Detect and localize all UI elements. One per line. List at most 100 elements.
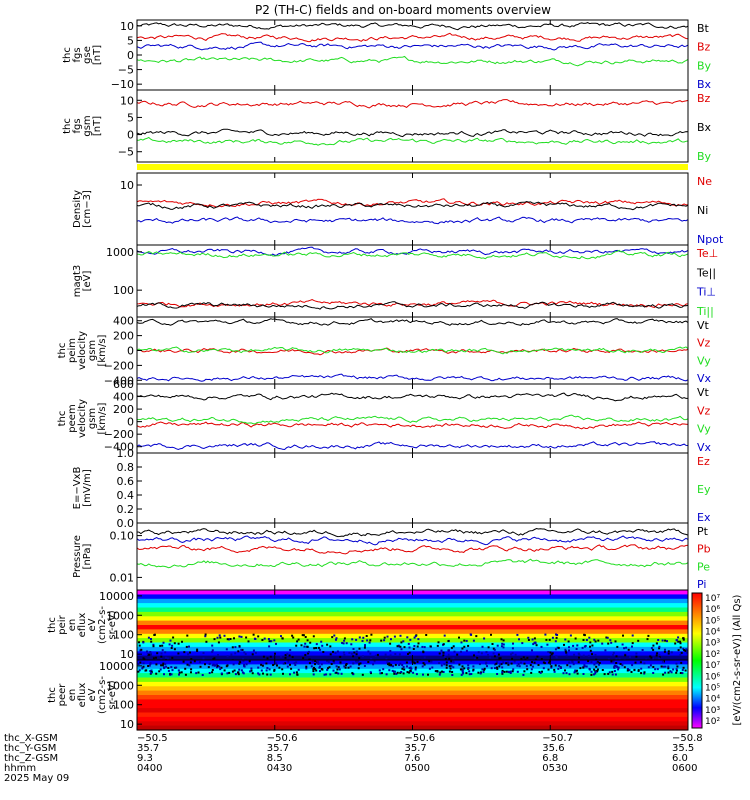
spectrogram-pixel (423, 656, 426, 659)
spectrogram-pixel (490, 667, 493, 670)
y-axis-label: sr-eV) (107, 610, 118, 639)
spectrogram-pixel (538, 671, 541, 673)
spectrogram-pixel (216, 636, 219, 639)
spectrogram-pixel (260, 669, 263, 672)
spectrogram-pixel (452, 645, 455, 648)
spectrogram-pixel (615, 662, 618, 664)
spectrogram-pixel (414, 668, 417, 671)
spectrogram-pixel (590, 661, 593, 663)
spectrogram-pixel (163, 666, 165, 669)
spectrogram-pixel (601, 642, 604, 645)
y-axis-label: sr-eV) (107, 680, 118, 709)
ephemeris-value: 6.0 (672, 753, 688, 764)
spectrogram-pixel (319, 648, 321, 651)
spectrogram-pixel (593, 638, 596, 641)
spectrogram-pixel (313, 666, 315, 669)
spectrogram-band (137, 616, 688, 622)
spectrogram-pixel (146, 650, 148, 653)
spectrogram-pixel (634, 661, 637, 664)
spectrogram-pixel (631, 645, 633, 648)
colorbar-tick: 10² (705, 717, 720, 727)
spectrogram-pixel (369, 671, 372, 674)
spectrogram-pixel (680, 661, 683, 664)
spectrogram-pixel (589, 649, 592, 652)
spectrogram-pixel (276, 664, 278, 667)
spectrogram-pixel (450, 646, 453, 649)
spectrogram-pixel (587, 660, 590, 663)
spectrogram-pixel (608, 671, 611, 674)
spectrogram-pixel (311, 660, 314, 663)
spectrogram-pixel (240, 648, 243, 651)
spectrogram-pixel (487, 646, 490, 649)
spectrogram-pixel (622, 634, 624, 637)
spectrogram-pixel (280, 655, 282, 658)
spectrogram-pixel (440, 664, 443, 667)
spectrogram-pixel (139, 661, 142, 664)
colorbar-tick: 10² (705, 650, 720, 660)
y-axis-label: fgs (72, 118, 83, 133)
spectrogram-pixel (219, 668, 222, 671)
spectrogram-pixel (480, 652, 483, 655)
y-tick-label: 1000 (106, 609, 134, 622)
spectrogram-pixel (302, 657, 305, 660)
spectrogram-pixel (160, 652, 163, 655)
y-axis-label: Pressure (72, 535, 83, 578)
spectrogram-pixel (658, 647, 661, 650)
spectrogram-pixel (352, 648, 355, 650)
spectrogram-pixel (523, 670, 526, 673)
spectrogram-pixel (526, 656, 529, 659)
spectrogram-band (137, 712, 688, 718)
spectrogram-pixel (409, 638, 412, 641)
spectrogram-pixel (232, 663, 235, 666)
spectrogram-pixel (386, 661, 389, 664)
spectrogram-pixel (339, 655, 342, 658)
spectrogram-pixel (647, 634, 650, 637)
spectrogram-pixel (145, 669, 148, 672)
spectrogram-pixel (631, 642, 634, 645)
spectrogram-pixel (438, 662, 441, 665)
spectrogram-pixel (397, 644, 400, 647)
spectrogram-pixel (595, 661, 598, 664)
legend-Pt: Pt (697, 525, 709, 538)
spectrogram-pixel (266, 673, 269, 676)
spectrogram-pixel (312, 670, 315, 673)
spectrogram-pixel (284, 656, 287, 659)
spectrogram-pixel (269, 655, 272, 658)
spectrogram-pixel (190, 671, 192, 674)
spectrogram-pixel (640, 672, 643, 675)
spectrogram-pixel (138, 641, 140, 644)
spectrogram-pixel (211, 650, 214, 653)
spectrogram-pixel (468, 673, 471, 676)
spectrogram-band (137, 686, 688, 692)
panel-temperature: 1000 100 magt3 [eV] Te⊥ Te|| Ti⊥ Ti|| (72, 244, 718, 318)
spectrogram-pixel (211, 649, 214, 652)
panel-frame (136, 19, 689, 91)
ephemeris-row-label: hhmm (4, 763, 36, 774)
legend-Vt: Vt (697, 319, 710, 332)
spectrogram-pixel (358, 657, 361, 660)
spectrogram-pixel (675, 669, 678, 672)
spectrogram-pixel (440, 649, 443, 652)
y-tick-label: 10 (120, 648, 134, 661)
colorbar-tick: 10⁷ (705, 661, 720, 671)
y-tick-label: 10 (120, 20, 134, 33)
y-axis-label: eflux (77, 683, 88, 708)
spectrogram-pixel (147, 636, 150, 639)
series-line-Ti⊥ (136, 246, 689, 256)
spectrogram-pixel (329, 653, 332, 656)
spectrogram-pixel (461, 665, 464, 668)
spectrogram-pixel (177, 642, 180, 645)
y-tick-label: 100 (113, 629, 134, 642)
spectrogram-pixel (572, 644, 575, 647)
spectrogram-pixel (595, 665, 598, 668)
spectrogram-pixel (469, 633, 472, 636)
spectrogram-pixel (389, 650, 392, 652)
y-tick-label: 1.0 (117, 447, 135, 460)
spectrogram-pixel (274, 652, 276, 655)
spectrogram-pixel (153, 634, 156, 636)
spectrogram-pixel (569, 665, 572, 668)
spectrogram-pixel (243, 665, 246, 668)
spectrogram-pixel (376, 653, 379, 656)
spectrogram-pixel (364, 644, 366, 647)
spectrogram-pixel (204, 635, 207, 638)
